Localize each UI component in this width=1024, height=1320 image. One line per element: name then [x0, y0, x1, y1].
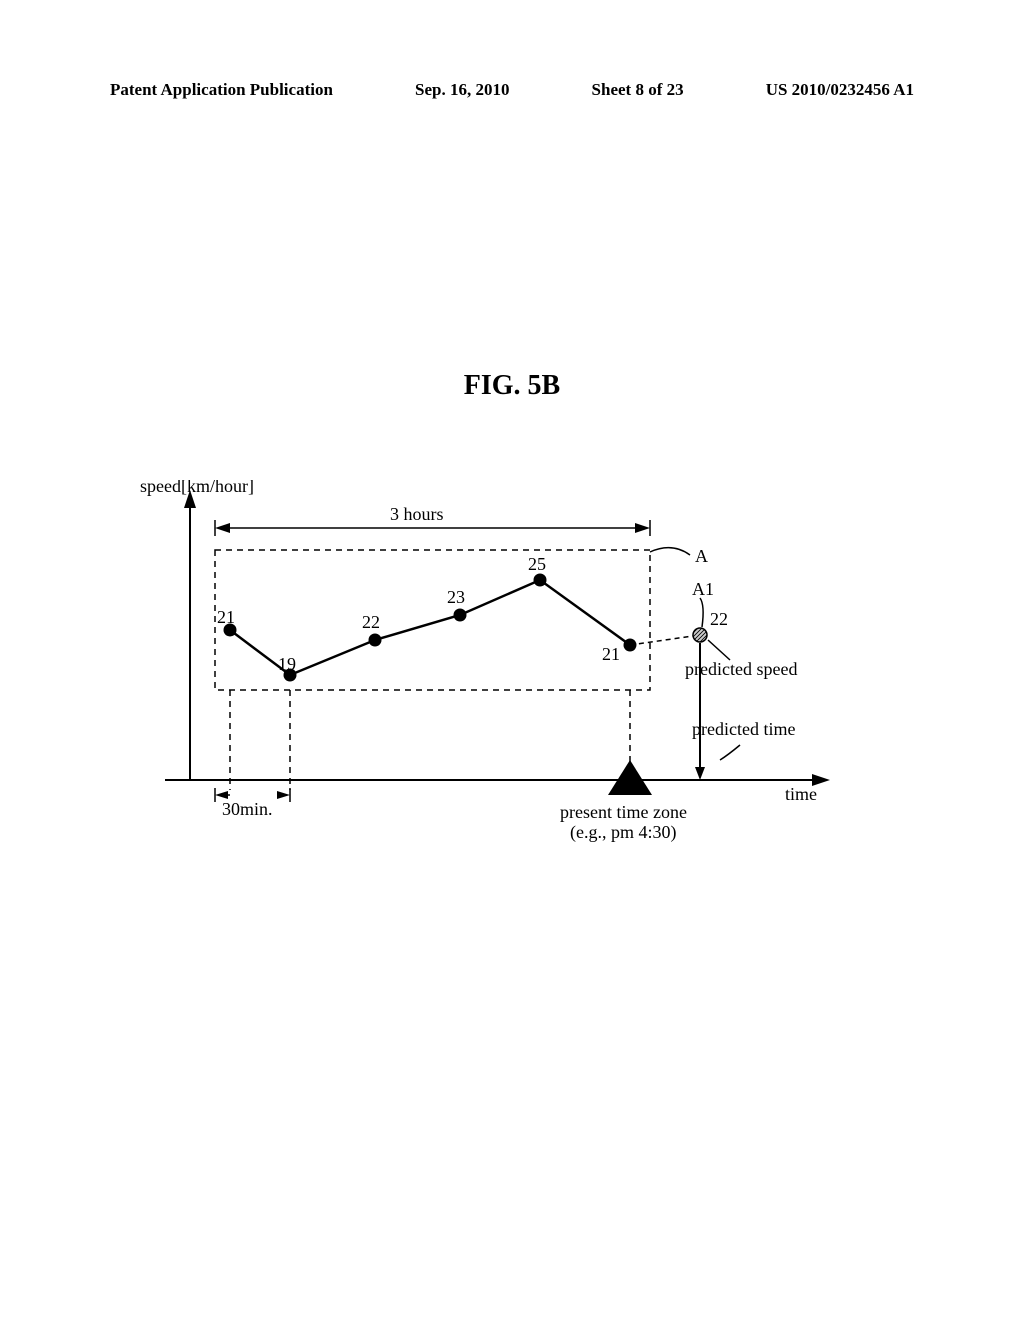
- figure-title-container: FIG. 5B: [0, 370, 1024, 402]
- data-label-6: 21: [602, 644, 620, 664]
- data-label-2: 19: [278, 654, 296, 674]
- data-label-4: 23: [447, 587, 465, 607]
- x-axis-label: time: [785, 784, 817, 804]
- predicted-time-leader: [720, 745, 740, 760]
- predicted-speed-label: predicted speed: [685, 659, 797, 679]
- present-time-example: (e.g., pm 4:30): [570, 822, 676, 843]
- region-a1-label: A1: [692, 579, 714, 599]
- predicted-point: [693, 628, 707, 642]
- data-label-1: 21: [217, 607, 235, 627]
- region-a-label: A: [695, 546, 708, 566]
- publication-number: US 2010/0232456 A1: [766, 80, 914, 100]
- y-axis-label: speed[km/hour]: [140, 480, 254, 496]
- data-point-3: [369, 634, 382, 647]
- predicted-speed-leader: [708, 640, 730, 660]
- figure-title: FIG. 5B: [464, 370, 560, 401]
- timespan-label: 3 hours: [390, 504, 444, 524]
- data-label-3: 22: [362, 612, 380, 632]
- predicted-time-label: predicted time: [692, 719, 795, 739]
- a1-leader: [700, 598, 703, 627]
- present-time-label: present time zone: [560, 802, 687, 822]
- predicted-time-arrow-head: [695, 767, 705, 780]
- data-point-4: [454, 609, 467, 622]
- chart-svg: speed[km/hour] time A 3 hours 30min.: [130, 480, 850, 880]
- data-point-6: [624, 639, 637, 652]
- interval-arrow-right: [277, 791, 290, 799]
- sheet-number: Sheet 8 of 23: [592, 80, 684, 100]
- data-point-5: [534, 574, 547, 587]
- page-header: Patent Application Publication Sep. 16, …: [0, 80, 1024, 100]
- interval-label: 30min.: [222, 799, 273, 819]
- publication-type: Patent Application Publication: [110, 80, 333, 100]
- predicted-label: 22: [710, 609, 728, 629]
- data-label-5: 25: [528, 554, 546, 574]
- present-time-marker: [608, 760, 652, 795]
- predicted-extension: [630, 635, 700, 645]
- speed-time-chart: speed[km/hour] time A 3 hours 30min.: [130, 480, 850, 880]
- publication-date: Sep. 16, 2010: [415, 80, 509, 100]
- timespan-arrow-right: [635, 523, 650, 533]
- region-a-leader: [650, 548, 690, 555]
- interval-arrow-left: [215, 791, 228, 799]
- timespan-arrow-left: [215, 523, 230, 533]
